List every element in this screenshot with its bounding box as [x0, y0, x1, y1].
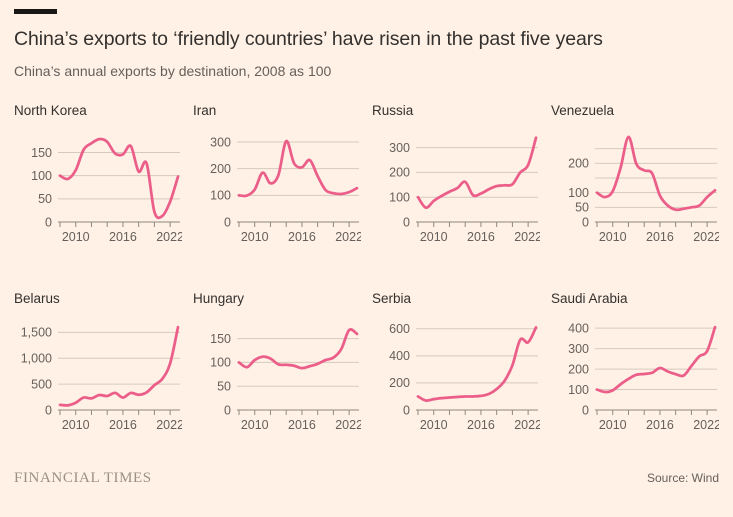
x-axis-label: 2016 [646, 230, 674, 244]
x-axis-label: 2016 [288, 418, 316, 432]
chart-canvas: 0 200 400 600 2010 2016 2022 [389, 322, 540, 432]
chart-title: Venezuela [551, 103, 615, 119]
y-axis-label: 1,000 [21, 352, 52, 366]
y-axis-label: 400 [568, 322, 589, 336]
chart-canvas: 0 100 200 300 2010 2016 2022 [389, 136, 540, 244]
ft-top-rule [14, 9, 57, 14]
data-line-belarus [58, 326, 180, 408]
y-axis-label: 100 [210, 356, 231, 370]
x-axis-label: 2022 [156, 418, 182, 432]
x-axis-label: 2022 [335, 418, 361, 432]
y-axis-label: 100 [568, 186, 589, 200]
chart-canvas: 0 500 1,000 1,500 2010 2016 2022 [21, 326, 182, 432]
x-axis-label: 2022 [693, 418, 719, 432]
chart-title: Saudi Arabia [551, 291, 628, 307]
y-axis-label: 0 [45, 216, 52, 230]
chart-serbia: Serbia 0 200 400 600 2010 2016 2022 [372, 291, 540, 446]
chart-venezuela: Venezuela 0 50 100 200 2010 2016 2022 [551, 103, 719, 258]
x-axis-label: 2016 [109, 418, 137, 432]
chart-north-korea: North Korea 0 50 100 150 2010 2016 2022 [14, 103, 182, 258]
chart-hungary: Hungary 0 50 100 150 2010 2016 2022 [193, 291, 361, 446]
data-line-hungary [237, 328, 359, 370]
y-axis-label: 600 [389, 322, 410, 336]
chart-saudi-arabia: Saudi Arabia 0 100 200 300 400 2010 2016 2022 [551, 291, 719, 446]
y-axis-label: 100 [389, 191, 410, 205]
chart-canvas: 0 100 200 300 2010 2016 2022 [210, 136, 361, 245]
charts-grid: North Korea 0 50 100 150 2010 2016 2022 Iran 0 100… [14, 103, 719, 446]
y-axis-label: 200 [389, 377, 410, 391]
page-title: China’s exports to ‘friendly countries’ … [14, 28, 603, 50]
data-line-venezuela [595, 135, 717, 212]
x-axis-label: 2010 [599, 230, 627, 244]
chart-title: Serbia [372, 291, 412, 307]
x-axis-label: 2010 [62, 230, 90, 244]
ft-logo-text: FINANCIAL TIMES [14, 470, 152, 487]
y-axis-label: 0 [224, 216, 231, 230]
chart-canvas: 0 100 200 300 400 2010 2016 2022 [568, 322, 719, 433]
y-axis-label: 150 [31, 146, 52, 160]
y-axis-label: 50 [38, 193, 52, 207]
y-axis-label: 200 [210, 162, 231, 176]
page-footer: FINANCIAL TIMES Source: Wind [14, 470, 719, 487]
y-axis-label: 0 [224, 404, 231, 418]
y-axis-label: 400 [389, 350, 410, 364]
x-axis-label: 2022 [156, 230, 182, 244]
y-axis-label: 0 [403, 404, 410, 418]
chart-title: Russia [372, 103, 414, 119]
x-axis-label: 2010 [62, 418, 90, 432]
x-axis-label: 2010 [599, 418, 627, 432]
chart-russia: Russia 0 100 200 300 2010 2016 2022 [372, 103, 540, 258]
chart-title: North Korea [14, 103, 87, 119]
x-axis-label: 2016 [646, 418, 674, 432]
chart-iran: Iran 0 100 200 300 2010 2016 2022 [193, 103, 361, 258]
y-axis-label: 50 [217, 380, 231, 394]
y-axis-label: 0 [403, 216, 410, 230]
y-axis-label: 50 [575, 201, 589, 215]
y-axis-label: 300 [210, 136, 231, 150]
y-axis-label: 200 [389, 166, 410, 180]
y-axis-label: 1,500 [21, 326, 52, 340]
x-axis-label: 2010 [241, 418, 269, 432]
y-axis-label: 150 [210, 332, 231, 346]
x-axis-label: 2022 [514, 230, 540, 244]
chart-canvas: 0 50 100 150 2010 2016 2022 [31, 138, 182, 244]
x-axis-label: 2010 [420, 418, 448, 432]
data-line-russia [416, 136, 538, 210]
y-axis-label: 300 [568, 342, 589, 356]
y-axis-label: 0 [582, 216, 589, 230]
data-line-serbia [416, 326, 538, 403]
x-axis-label: 2010 [420, 230, 448, 244]
source-note: Source: Wind [646, 471, 719, 486]
data-line-saudi-arabia [595, 326, 717, 394]
x-axis-label: 2010 [241, 230, 269, 244]
y-axis-label: 100 [31, 169, 52, 183]
x-axis-label: 2022 [335, 230, 361, 244]
y-axis-label: 200 [568, 363, 589, 377]
chart-title: Hungary [193, 291, 245, 307]
y-axis-label: 100 [210, 189, 231, 203]
x-axis-label: 2016 [109, 230, 137, 244]
chart-canvas: 0 50 100 150 2010 2016 2022 [210, 328, 361, 432]
chart-belarus: Belarus 0 500 1,000 1,500 2010 2016 2022 [14, 291, 182, 446]
chart-title: Belarus [14, 291, 60, 307]
x-axis-label: 2016 [467, 230, 495, 244]
y-axis-label: 200 [568, 157, 589, 171]
y-axis-label: 500 [31, 378, 52, 392]
y-axis-label: 0 [582, 404, 589, 418]
x-axis-label: 2022 [693, 230, 719, 244]
data-line-iran [237, 140, 359, 198]
chart-title: Iran [193, 103, 217, 119]
data-line-north-korea [58, 138, 180, 220]
y-axis-label: 0 [45, 404, 52, 418]
x-axis-label: 2016 [467, 418, 495, 432]
page-subtitle: China’s annual exports by destination, 2… [14, 63, 332, 80]
x-axis-label: 2016 [288, 230, 316, 244]
y-axis-label: 300 [389, 141, 410, 155]
y-axis-label: 100 [568, 383, 589, 397]
x-axis-label: 2022 [514, 418, 540, 432]
